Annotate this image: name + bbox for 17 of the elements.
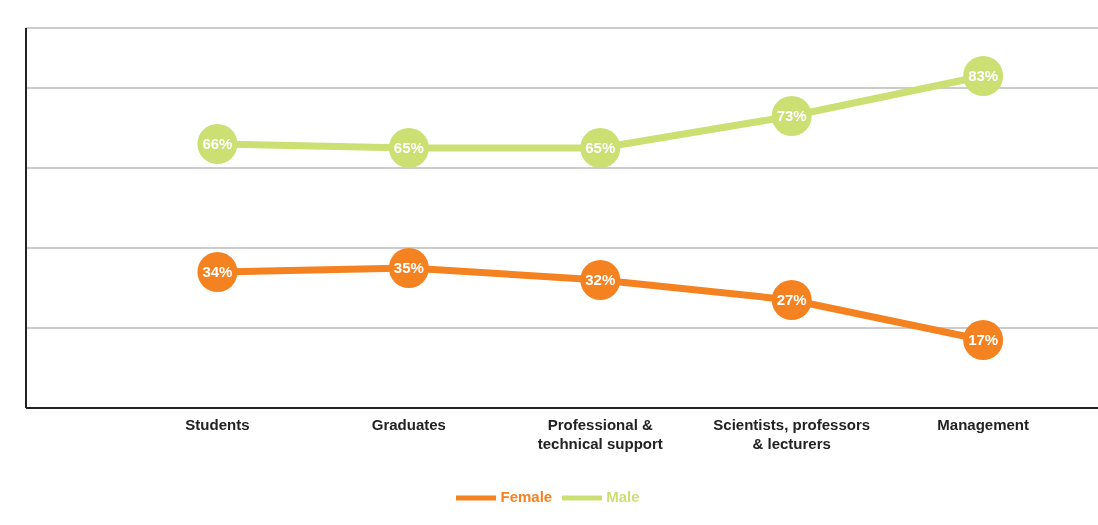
- data-label: 83%: [968, 67, 999, 85]
- data-label: 35%: [393, 259, 424, 277]
- data-label: 34%: [202, 263, 233, 281]
- legend-label: Female: [500, 487, 553, 505]
- data-label: 17%: [968, 331, 999, 349]
- legend-label: Male: [606, 487, 640, 505]
- x-tick-label: Students: [185, 416, 250, 433]
- x-tick-label: Graduates: [371, 416, 446, 433]
- data-label: 65%: [393, 139, 424, 157]
- data-label: 73%: [776, 107, 807, 125]
- x-tick-label: Professional & technical support: [537, 416, 663, 452]
- data-label: 27%: [776, 291, 807, 309]
- data-label: 66%: [202, 135, 233, 153]
- x-tick-label: Scientists, professors & lecturers: [713, 416, 871, 452]
- data-label: 32%: [585, 271, 616, 289]
- x-tick-label: Management: [937, 416, 1029, 433]
- data-label: 65%: [585, 139, 616, 157]
